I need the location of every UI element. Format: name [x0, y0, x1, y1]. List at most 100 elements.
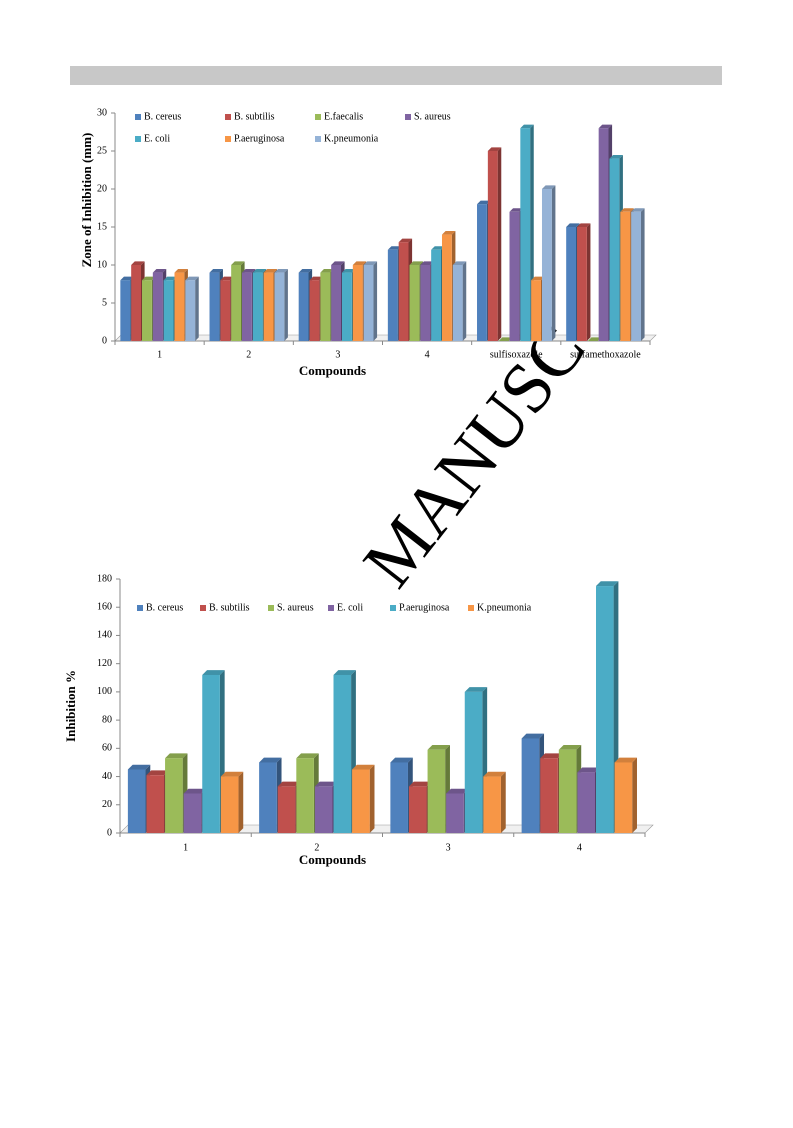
bar-top: [446, 788, 469, 794]
bar-top: [452, 261, 467, 265]
bar: [577, 227, 587, 341]
bar-top: [521, 733, 545, 739]
bar: [231, 265, 241, 341]
bar-top: [165, 753, 188, 759]
bar: [296, 758, 314, 833]
x-tick-label: 3: [335, 349, 340, 360]
bar: [259, 762, 277, 833]
bar: [352, 769, 370, 833]
bar-side: [284, 269, 288, 341]
y-tick-label: 20: [97, 183, 107, 194]
bar: [420, 265, 431, 341]
bar-top: [220, 276, 234, 281]
y-axis-title: Zone of Inhibition (mm): [79, 133, 94, 268]
bar-side: [497, 147, 502, 341]
legend-label: E. coli: [337, 602, 363, 613]
bar: [577, 772, 595, 833]
x-tick-label: 4: [425, 349, 430, 360]
bar-top: [483, 771, 506, 777]
bar: [558, 749, 577, 833]
bar-top: [263, 269, 278, 273]
bar-top: [558, 744, 582, 750]
legend-swatch: [268, 605, 274, 611]
bar: [309, 280, 320, 341]
bar-top: [363, 261, 378, 265]
bar-top: [520, 124, 534, 129]
bar-top: [202, 670, 225, 675]
legend-swatch: [135, 136, 141, 142]
legend-label: E. coli: [144, 133, 170, 144]
bar-top: [152, 269, 167, 273]
bar: [165, 758, 183, 833]
bar-side: [369, 764, 375, 833]
bar-side: [640, 208, 645, 341]
bar: [509, 211, 520, 341]
bar-top: [314, 781, 338, 787]
bar-top: [398, 238, 413, 243]
bar-top: [220, 771, 244, 777]
legend-label: B. cereus: [144, 111, 181, 122]
x-tick-label: 2: [246, 349, 251, 360]
bar-top: [387, 246, 402, 250]
bar: [446, 793, 464, 833]
bar: [120, 280, 131, 341]
bar-top: [477, 200, 491, 205]
bar: [531, 280, 541, 341]
y-tick-label: 25: [97, 145, 107, 156]
bar-top: [296, 753, 319, 759]
bar: [333, 674, 352, 833]
bar-side: [462, 261, 467, 341]
bar: [241, 272, 252, 341]
x-tick-label: 1: [157, 349, 162, 360]
legend-label: S. aureus: [414, 111, 451, 122]
legend-label: B. cereus: [146, 602, 183, 613]
bar-top: [352, 764, 375, 770]
bar: [298, 272, 309, 341]
bar-top: [127, 764, 151, 770]
y-tick-label: 0: [102, 335, 107, 346]
x-tick-label: 3: [446, 842, 451, 853]
bar: [146, 775, 165, 833]
bar: [314, 786, 333, 833]
bar: [540, 758, 558, 833]
bar-top: [259, 757, 282, 763]
bar: [464, 691, 483, 833]
legend-swatch: [328, 605, 334, 611]
bar: [483, 776, 501, 833]
y-tick-label: 15: [97, 221, 107, 232]
bar-top: [341, 269, 356, 273]
bar-top: [298, 269, 313, 273]
y-axis-title: Inhibition %: [63, 670, 78, 742]
bar: [277, 786, 296, 833]
legend-label: P.aeruginosa: [399, 602, 450, 613]
bar-top: [431, 246, 445, 250]
bar: [263, 272, 274, 341]
bar-top: [142, 276, 156, 281]
bar-side: [586, 223, 591, 341]
bar: [131, 265, 142, 341]
bar: [541, 189, 552, 341]
bar: [431, 249, 441, 341]
y-tick-label: 20: [102, 799, 112, 810]
y-tick-label: 140: [97, 630, 112, 641]
bar-top: [614, 757, 637, 763]
bar-top: [277, 781, 301, 787]
bar-top: [509, 208, 523, 212]
bar-top: [390, 757, 413, 763]
legend-swatch: [315, 114, 321, 120]
legend-swatch: [225, 136, 231, 142]
legend-swatch: [390, 605, 396, 611]
x-tick-label: sulfisoxazole: [490, 349, 543, 360]
x-tick-label: 2: [314, 842, 319, 853]
bar-top: [185, 276, 199, 281]
legend-swatch: [135, 114, 141, 120]
bar-side: [195, 276, 199, 341]
bar: [220, 280, 231, 341]
bar-side: [373, 261, 378, 341]
bar: [477, 204, 487, 341]
bar: [252, 272, 263, 341]
bar-top: [231, 261, 245, 265]
bar-side: [632, 757, 637, 833]
bar-top: [131, 261, 145, 265]
y-tick-label: 100: [97, 686, 112, 697]
